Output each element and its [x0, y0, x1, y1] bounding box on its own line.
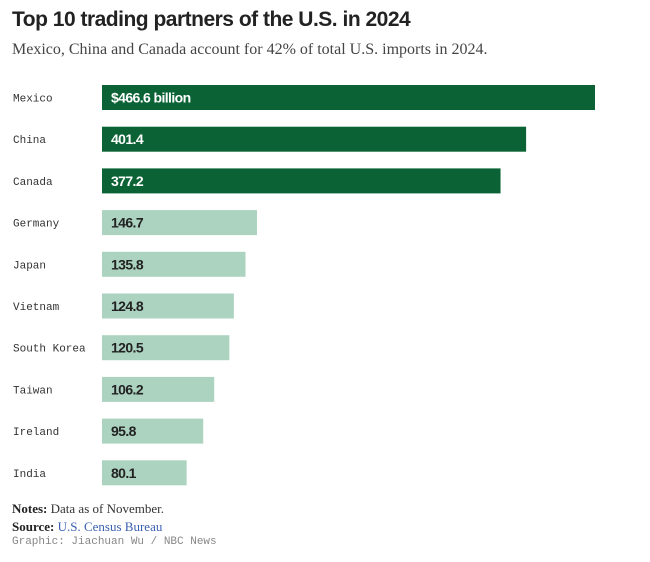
category-label: Ireland	[13, 427, 59, 439]
bar	[102, 376, 215, 402]
value-label: 95.8	[111, 423, 137, 439]
category-label: China	[13, 135, 46, 147]
value-label: 146.7	[111, 215, 144, 231]
value-label: 80.1	[111, 465, 137, 481]
value-label: 124.8	[111, 298, 144, 314]
graphic-credit: Graphic: Jiachuan Wu / NBC News	[12, 536, 217, 548]
category-label: Taiwan	[13, 385, 53, 397]
category-label: Japan	[13, 260, 46, 272]
bar	[102, 251, 246, 277]
bar-chart: Mexico $466.6 billion China 401.4 Canada 377.…	[13, 85, 595, 486]
bar	[102, 210, 258, 236]
source-link[interactable]: U.S. Census Bureau	[57, 519, 163, 534]
chart-subtitle: Mexico, China and Canada account for 42%…	[12, 41, 488, 58]
bar	[102, 85, 595, 110]
value-label: 106.2	[111, 381, 144, 397]
chart-title: Top 10 trading partners of the U.S. in 2…	[12, 8, 411, 31]
category-label: Germany	[13, 219, 60, 231]
bar	[102, 168, 501, 194]
category-label: Mexico	[13, 94, 53, 106]
value-label: 120.5	[111, 340, 144, 356]
value-label: $466.6 billion	[111, 90, 191, 106]
value-label: 135.8	[111, 256, 144, 272]
value-label: 377.2	[111, 173, 144, 189]
bar	[102, 126, 527, 152]
category-label: Canada	[13, 177, 53, 189]
footer: Notes: Data as of November. Source: U.S.…	[12, 500, 217, 548]
notes: Notes: Data as of November.	[12, 501, 164, 516]
category-label: Vietnam	[13, 302, 60, 314]
source: Source: U.S. Census Bureau	[12, 519, 163, 534]
bar	[102, 418, 204, 444]
category-label: South Korea	[13, 344, 86, 356]
category-label: India	[13, 469, 46, 481]
bar	[102, 293, 234, 319]
value-label: 401.4	[111, 131, 144, 147]
bar	[102, 460, 187, 486]
bar	[102, 335, 230, 361]
